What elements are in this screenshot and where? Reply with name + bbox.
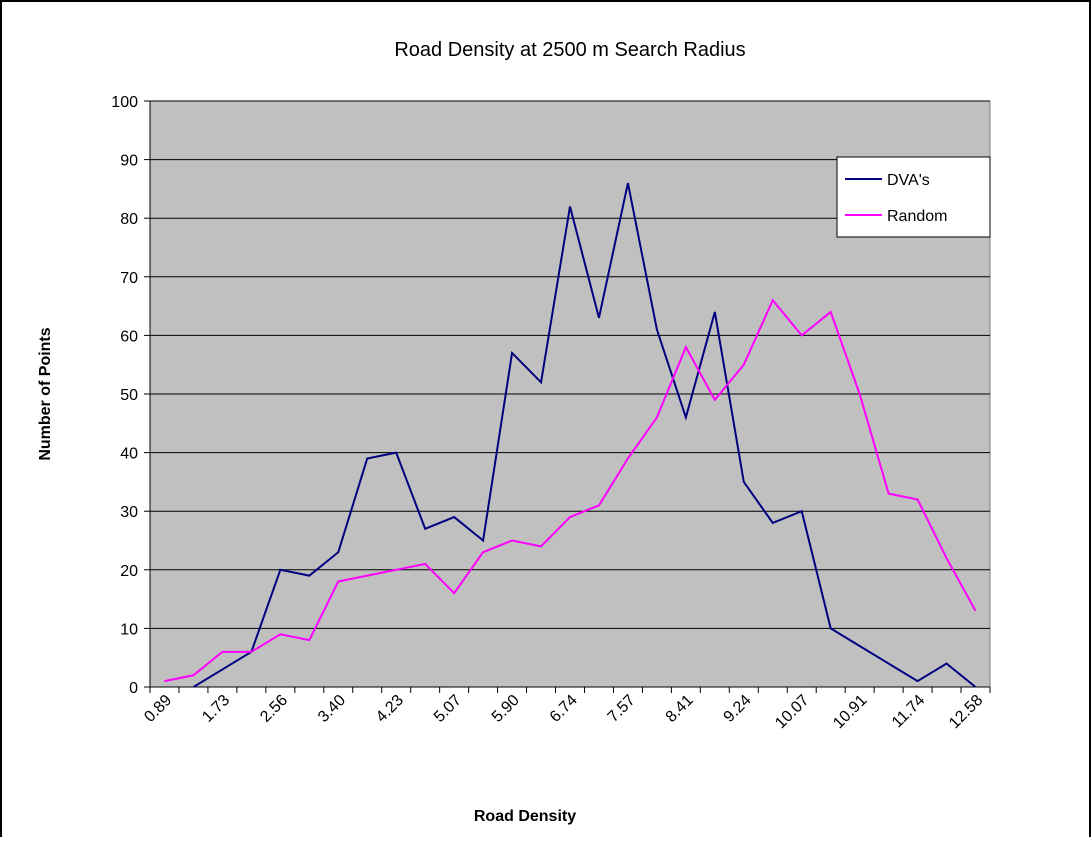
legend-label: Random [887,208,947,225]
y-tick-label: 80 [120,211,138,228]
legend: DVA's Random [836,156,991,238]
y-tick-label: 100 [111,94,138,111]
chart-title: Road Density at 2500 m Search Radius [394,39,745,61]
y-tick-label: 40 [120,446,138,463]
series-line [164,298,977,683]
y-axis-label: Number of Points [37,327,54,460]
y-tick-label: 0 [129,680,138,697]
y-tick-label: 10 [120,621,138,638]
y-tick-label: 60 [120,328,138,345]
y-tick-label: 30 [120,504,138,521]
legend-box [836,156,991,238]
x-axis-label: Road Density [474,808,576,825]
y-tick-label: 70 [120,270,138,287]
y-tick-label: 50 [120,387,138,404]
y-tick-label: 90 [120,153,138,170]
series-line [192,182,977,688]
legend-label: DVA's [887,172,930,189]
y-tick-label: 20 [120,563,138,580]
